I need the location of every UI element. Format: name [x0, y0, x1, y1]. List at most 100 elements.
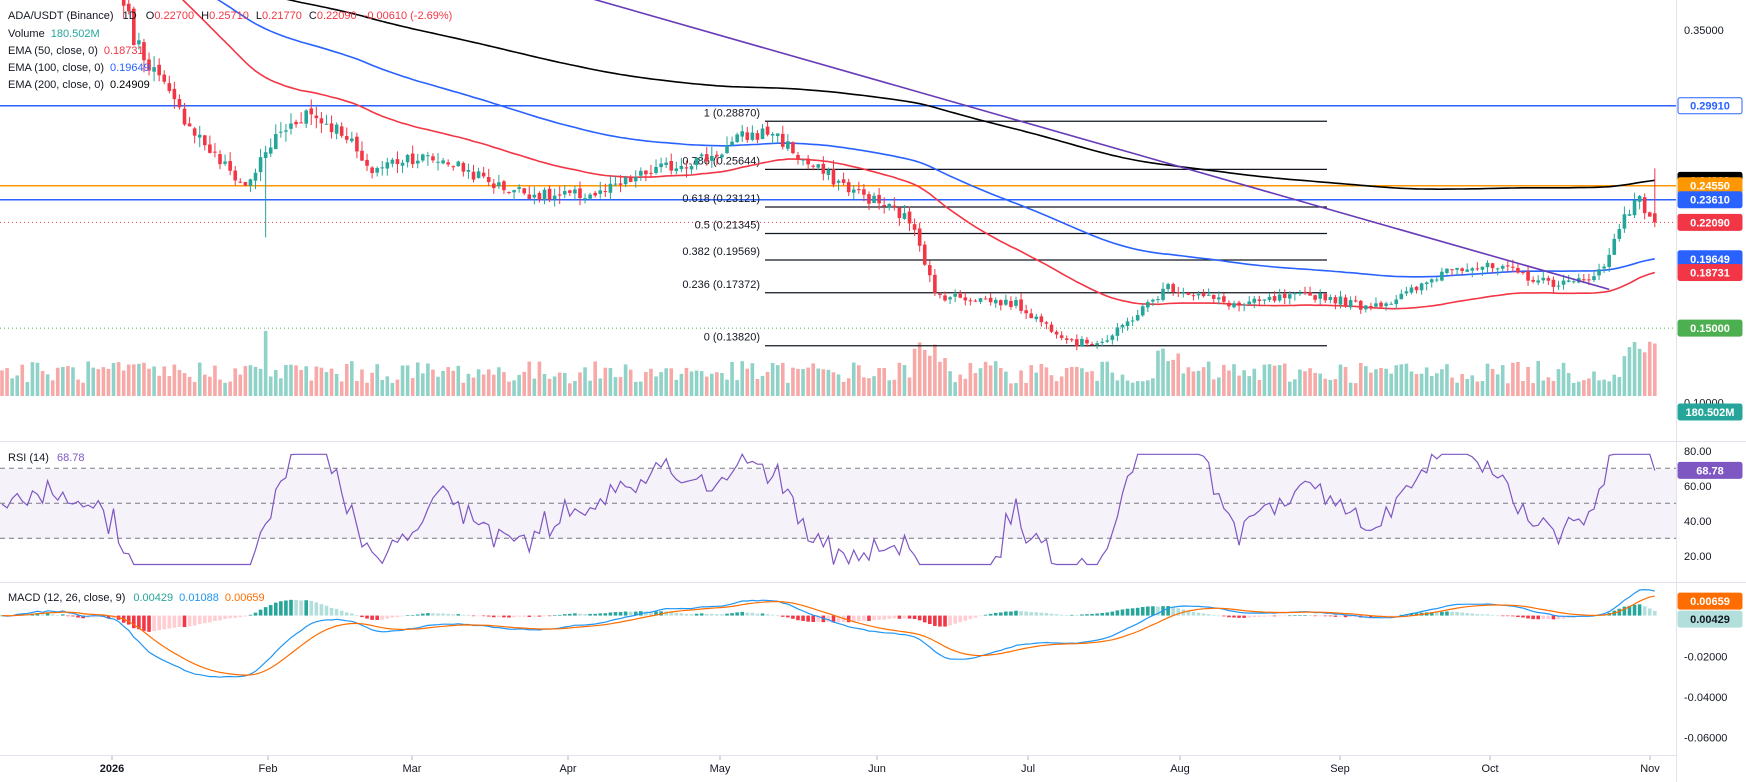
- volume-bar: [431, 369, 435, 396]
- macd-histogram-bar: [1227, 615, 1231, 618]
- volume-bar: [978, 368, 983, 396]
- macd-histogram-bar: [76, 615, 80, 618]
- volume-bar: [872, 376, 876, 396]
- volume-bar: [639, 381, 643, 396]
- macd-histogram-bar: [132, 615, 136, 629]
- candle-body: [1470, 268, 1475, 271]
- macd-histogram-bar: [1075, 615, 1079, 616]
- volume-bar: [1414, 374, 1419, 396]
- volume-bar: [730, 361, 734, 396]
- volume-bar: [45, 374, 50, 396]
- macd-histogram-bar: [1069, 614, 1074, 616]
- candle-body: [552, 195, 557, 200]
- fib-level-label: 0.5 (0.21345): [695, 219, 760, 231]
- candle-body: [755, 133, 760, 140]
- macd-histogram-bar: [1561, 615, 1566, 619]
- candle-body: [1627, 214, 1632, 216]
- candle-body: [978, 298, 983, 302]
- candle-body: [1232, 303, 1236, 308]
- candle-body: [846, 182, 851, 193]
- candle-body: [1044, 322, 1049, 324]
- macd-histogram-bar: [1054, 614, 1059, 616]
- volume-bar: [177, 369, 182, 396]
- volume-bar: [91, 367, 96, 396]
- macd-histogram-bar: [1130, 608, 1135, 616]
- volume-bar: [126, 364, 131, 396]
- volume-bar: [142, 362, 146, 396]
- volume-bar: [5, 368, 9, 396]
- volume-bar: [1465, 378, 1470, 396]
- volume-bar: [1404, 363, 1409, 396]
- volume-bar: [846, 378, 851, 396]
- macd-histogram-bar: [887, 615, 892, 619]
- volume-bar: [451, 370, 456, 396]
- macd-histogram-bar: [857, 615, 861, 622]
- volume-bar: [329, 368, 334, 396]
- candle-body: [1217, 297, 1221, 300]
- volume-bar: [263, 330, 268, 396]
- candle-body: [1516, 267, 1520, 273]
- macd-histogram-bar: [1495, 615, 1500, 617]
- candle-body: [253, 172, 258, 181]
- macd-histogram-bar: [314, 602, 319, 616]
- macd-histogram-bar: [644, 611, 648, 616]
- macd-histogram-bar: [405, 615, 410, 616]
- time-axis-tick: Jul: [1021, 763, 1035, 775]
- candle-body: [583, 198, 587, 200]
- volume-bar: [1353, 383, 1358, 396]
- candle-body: [968, 300, 973, 302]
- fib-level-label: 0.618 (0.23121): [682, 193, 760, 205]
- candle-body: [1328, 297, 1333, 301]
- candle-body: [182, 108, 187, 125]
- volume-bar: [1435, 373, 1439, 396]
- macd-histogram-bar: [517, 615, 521, 617]
- candle-body: [791, 142, 795, 154]
- macd-histogram-bar: [877, 615, 881, 620]
- macd-histogram-bar: [1232, 615, 1236, 618]
- candle-body: [851, 189, 856, 193]
- candle-body: [704, 154, 709, 162]
- macd-histogram-bar: [491, 615, 496, 618]
- candle-body: [243, 181, 248, 186]
- macd-histogram-bar: [147, 615, 151, 632]
- macd-histogram-bar: [1455, 611, 1459, 616]
- macd-histogram-bar: [1541, 615, 1546, 620]
- volume-bar: [562, 372, 567, 396]
- candle-body: [1034, 316, 1039, 320]
- candle-body: [1424, 282, 1429, 284]
- fib-level-label: 0.236 (0.17372): [682, 279, 760, 291]
- macd-histogram-bar: [618, 612, 623, 616]
- macd-histogram-bar: [1485, 614, 1490, 616]
- macd-legend: MACD (12, 26, close, 9) 0.00429 0.01088 0.0…: [8, 592, 265, 604]
- candle-body: [623, 177, 628, 185]
- macd-histogram-bar: [1090, 613, 1094, 616]
- macd-histogram-bar: [446, 613, 450, 616]
- macd-histogram-bar: [1480, 614, 1485, 616]
- candle-body: [1282, 293, 1287, 298]
- volume-bar: [1313, 372, 1317, 396]
- volume-bar: [1576, 381, 1581, 396]
- volume-bar: [1308, 368, 1312, 396]
- volume-bar: [1237, 375, 1241, 396]
- candle-body: [872, 195, 876, 204]
- macd-histogram-bar: [182, 615, 187, 628]
- volume-bar: [912, 348, 917, 396]
- macd-histogram-bar: [289, 599, 293, 616]
- rsi-background-band: [0, 469, 1676, 539]
- candle-body: [167, 83, 172, 91]
- volume-bar: [360, 369, 364, 396]
- volume-bar: [1500, 365, 1505, 396]
- candle-body: [887, 203, 892, 208]
- volume-bar: [1049, 375, 1054, 396]
- macd-histogram-bar: [1653, 610, 1657, 616]
- macd-histogram-bar: [725, 613, 729, 616]
- rsi-axis-tick: 80.00: [1684, 446, 1712, 458]
- candle-body: [760, 128, 765, 140]
- volume-bar: [334, 373, 339, 396]
- macd-histogram-bar: [284, 600, 288, 616]
- volume-bar: [1029, 365, 1034, 396]
- macd-histogram-bar: [1024, 611, 1028, 616]
- candle-body: [1642, 197, 1647, 214]
